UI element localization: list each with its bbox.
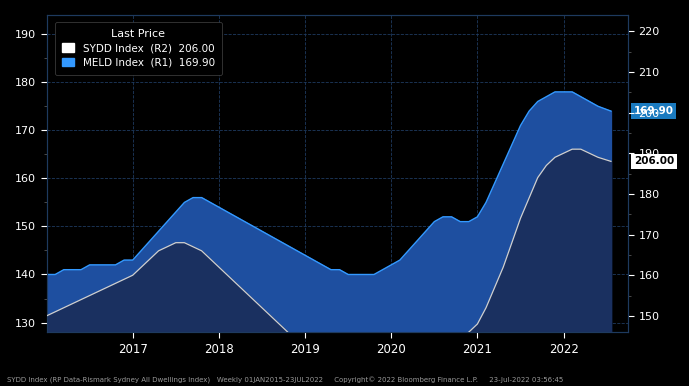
Text: SYDD Index (RP Data-Rismark Sydney All Dwellings Index)   Weekly 01JAN2015-23JUL: SYDD Index (RP Data-Rismark Sydney All D… (7, 377, 563, 384)
Text: 169.90: 169.90 (634, 106, 674, 116)
Legend: SYDD Index  (R2)  206.00, MELD Index  (R1)  169.90: SYDD Index (R2) 206.00, MELD Index (R1) … (54, 22, 222, 75)
Text: 206.00: 206.00 (634, 156, 674, 166)
